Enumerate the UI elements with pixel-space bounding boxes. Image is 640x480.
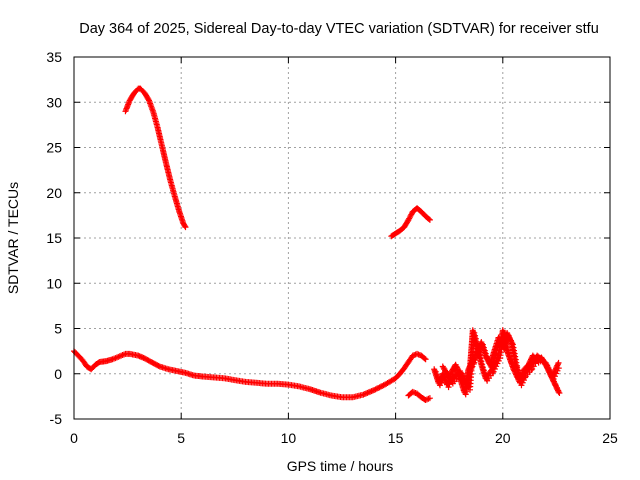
plus-marker <box>553 370 560 377</box>
plus-marker <box>422 356 429 363</box>
plus-marker <box>155 362 162 369</box>
plus-marker <box>513 373 520 380</box>
y-axis-label: SDTVAR / TECUs <box>5 182 21 294</box>
plus-marker <box>543 361 550 368</box>
plus-marker <box>551 373 558 380</box>
plus-marker <box>550 375 557 382</box>
plus-marker <box>494 360 501 367</box>
plus-marker <box>421 355 428 362</box>
plus-marker <box>373 385 380 392</box>
axis-ticks: 0 5 10 15 20 25 -5 0 5 10 15 20 25 30 35 <box>46 49 618 446</box>
series-noisy-tail-b <box>439 327 562 393</box>
plus-marker <box>377 383 384 390</box>
x-tick-label: 20 <box>495 430 511 446</box>
x-tick-label: 15 <box>388 430 404 446</box>
series-low-band <box>71 348 429 401</box>
chart-title: Day 364 of 2025, Sidereal Day-to-day VTE… <box>79 21 599 37</box>
plus-marker <box>426 395 433 402</box>
y-tick-label: 35 <box>46 49 62 65</box>
x-tick-label: 5 <box>177 430 185 446</box>
plus-marker <box>379 382 386 389</box>
data-points <box>71 85 563 403</box>
plus-marker <box>376 384 383 391</box>
y-tick-label: -5 <box>50 411 63 427</box>
y-tick-label: 0 <box>54 366 62 382</box>
plus-marker <box>554 361 561 368</box>
plus-marker <box>512 370 519 377</box>
series-high-arc-1 <box>122 85 189 231</box>
plus-marker <box>445 384 452 391</box>
plus-marker <box>493 363 500 370</box>
y-tick-label: 15 <box>46 230 62 246</box>
plus-marker <box>555 359 562 366</box>
plus-marker <box>555 365 562 372</box>
plus-marker <box>182 224 189 231</box>
plus-marker <box>495 357 502 364</box>
plus-marker <box>425 215 432 222</box>
plus-marker <box>375 385 382 392</box>
plus-marker <box>555 388 562 395</box>
series-low-branch <box>405 388 433 403</box>
plus-marker <box>371 387 378 394</box>
x-tick-label: 10 <box>281 430 297 446</box>
series-high-arc-2 <box>388 205 433 240</box>
plus-marker <box>181 222 188 229</box>
y-tick-label: 10 <box>46 275 62 291</box>
plus-marker <box>372 386 379 393</box>
y-tick-label: 20 <box>46 185 62 201</box>
y-tick-label: 30 <box>46 94 62 110</box>
y-tick-label: 5 <box>54 321 62 337</box>
x-tick-label: 0 <box>70 430 78 446</box>
x-axis-label: GPS time / hours <box>287 458 394 474</box>
plus-marker <box>145 96 152 103</box>
plus-marker <box>490 368 497 375</box>
plus-marker <box>511 367 518 374</box>
plus-marker <box>545 366 552 373</box>
plus-marker <box>544 363 551 370</box>
plus-marker <box>491 366 498 373</box>
x-tick-label: 25 <box>602 430 618 446</box>
plus-marker <box>426 216 433 223</box>
plus-marker <box>556 390 563 397</box>
y-tick-label: 25 <box>46 140 62 156</box>
plus-marker <box>554 367 561 374</box>
plus-marker <box>425 395 432 402</box>
